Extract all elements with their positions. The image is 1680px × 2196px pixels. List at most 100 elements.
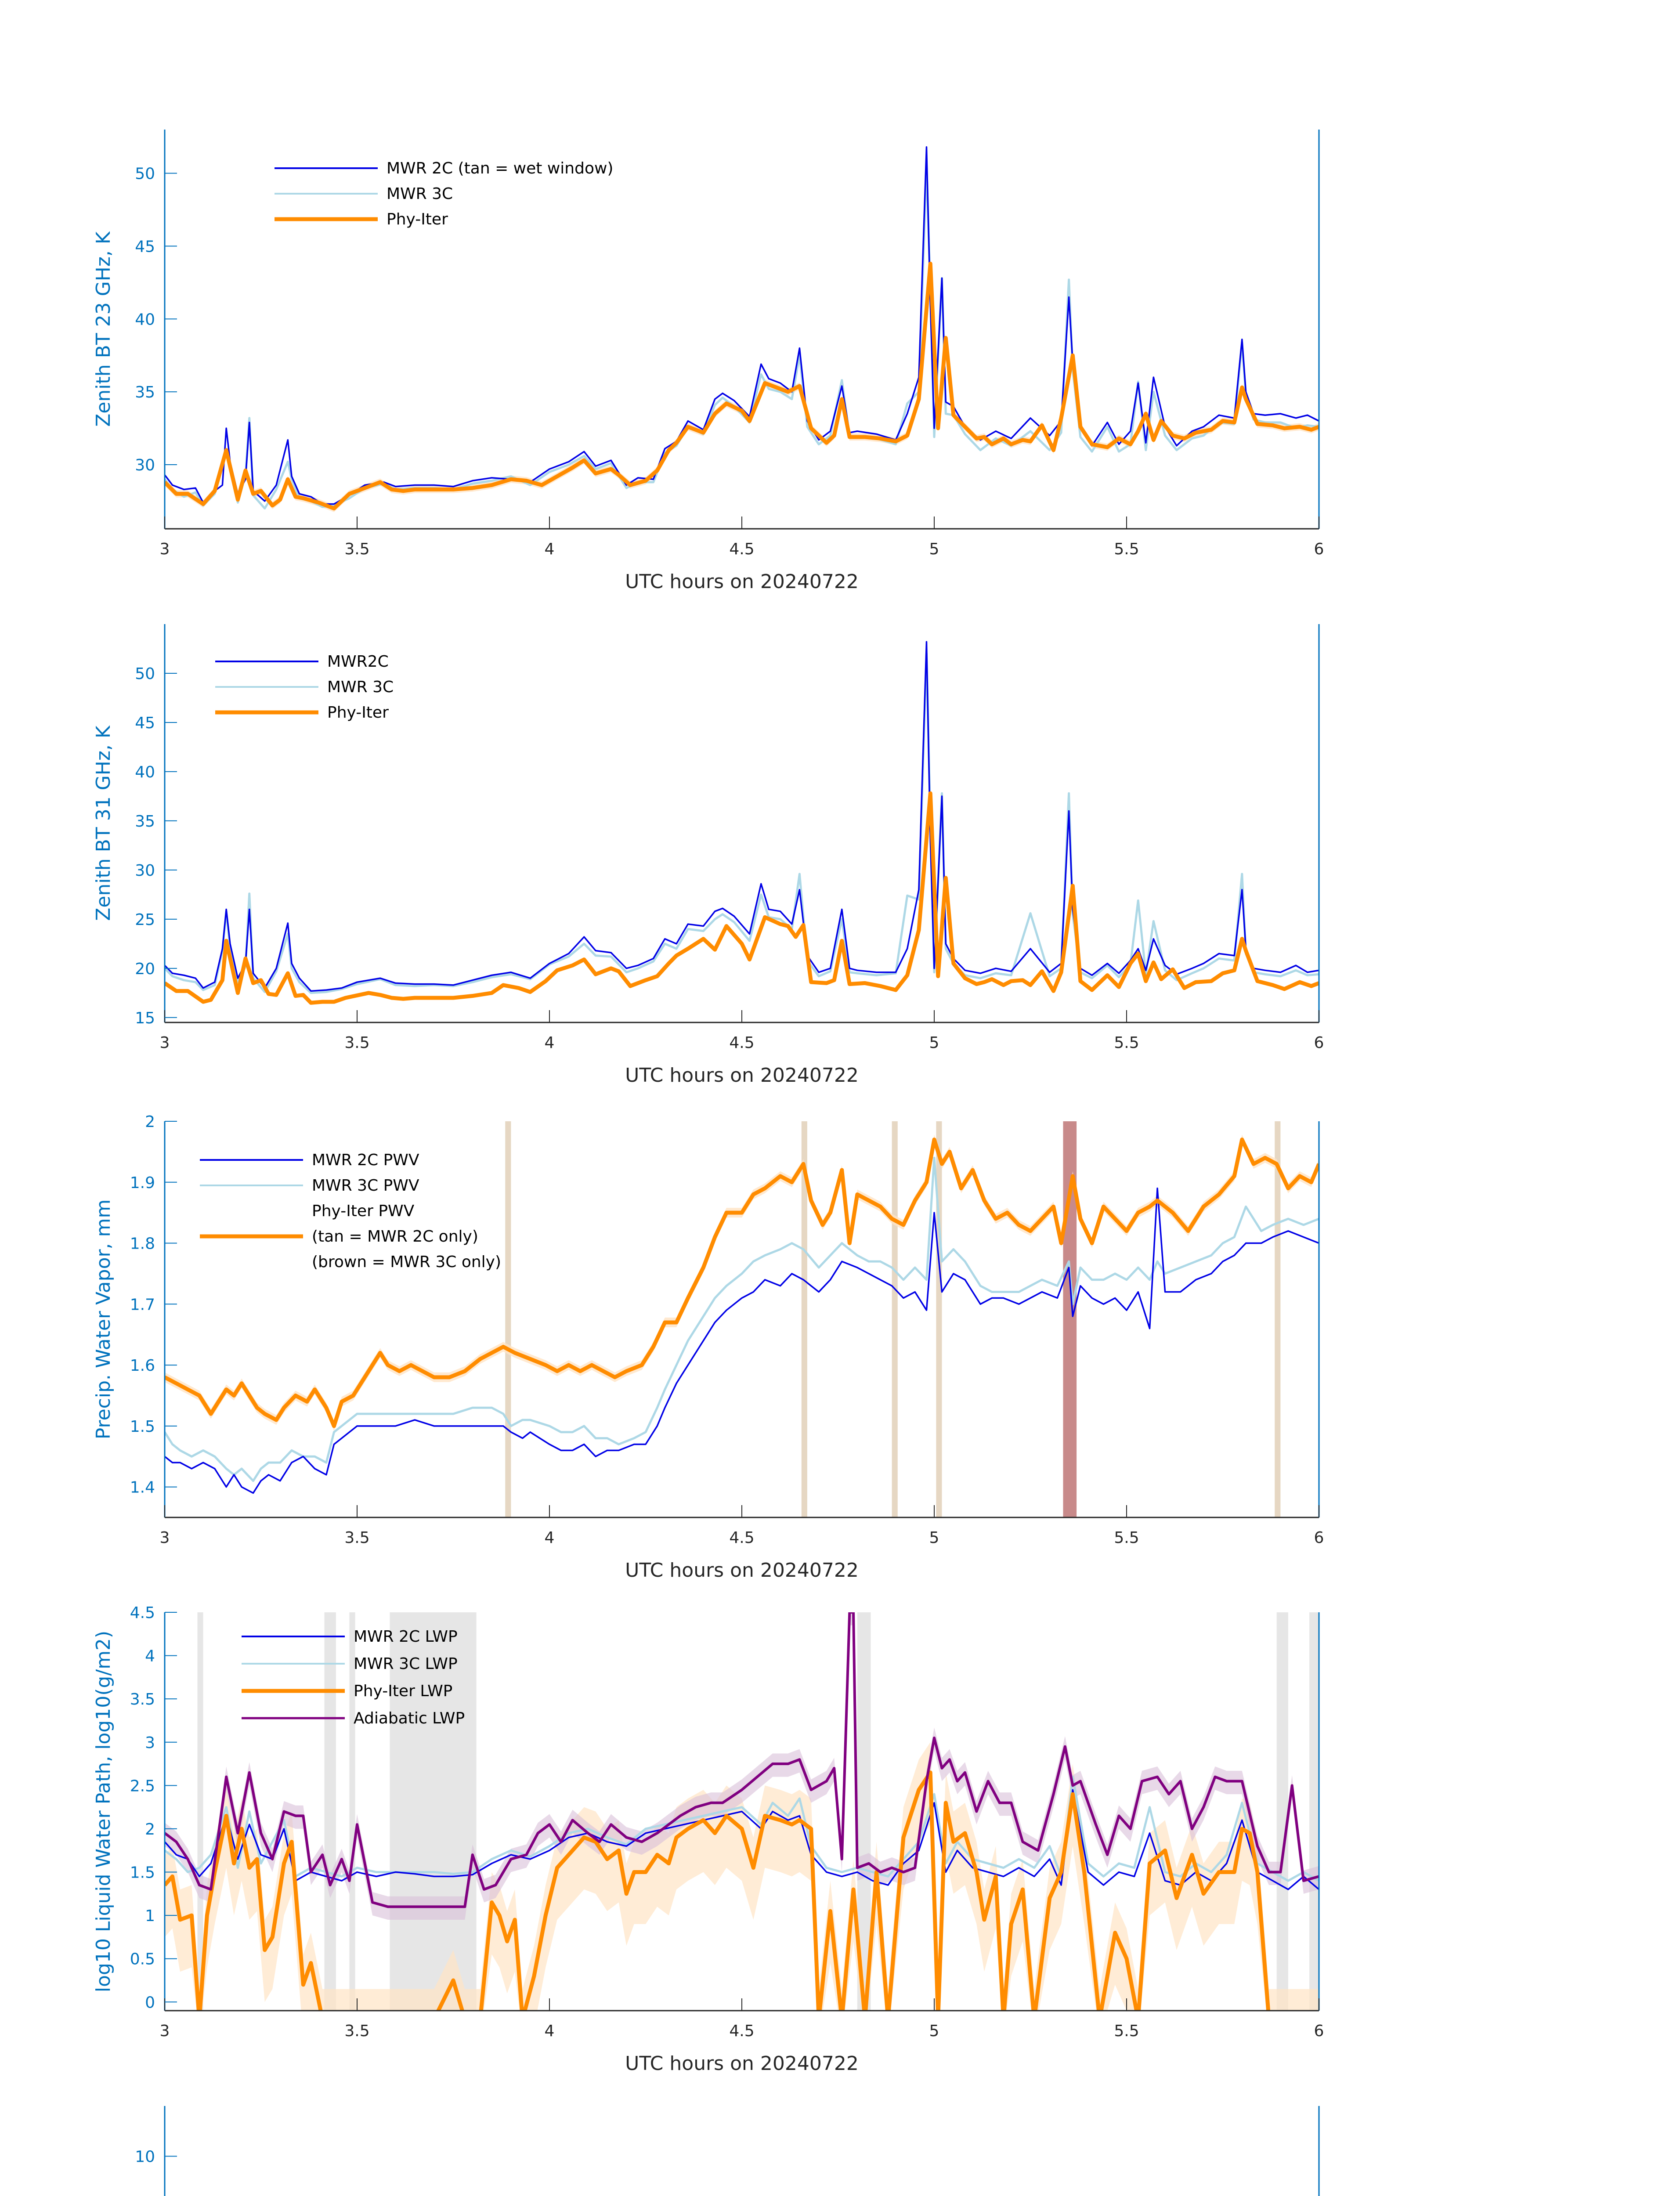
y-tick-label: 2.5: [130, 1777, 155, 1795]
legend: MWR 2C LWP MWR 3C LWP Phy-Iter LWP Adiabati…: [242, 1628, 465, 1727]
panel-lwp: 3 3.5 4 4.5 5 5.5 6 0 0.5 1 1.5 2 2.5 3 3.5 4 4.5 UTC hou…: [92, 1604, 1324, 2075]
x-axis-title: UTC hours on 20240722: [625, 571, 859, 593]
y-axis-title: Zenith BT 23 GHz, K: [92, 231, 115, 427]
y-tick-label: 1.6: [130, 1357, 155, 1375]
x-tick-label: 3.5: [344, 1034, 369, 1052]
y-tick-label: 35: [135, 813, 155, 831]
legend-label: Phy-Iter LWP: [354, 1682, 452, 1700]
y-tick-label: 50: [135, 165, 155, 183]
y-tick-label: 30: [135, 456, 155, 474]
shaded-region-gray: [324, 1612, 336, 2011]
shaded-region-gray: [349, 1612, 355, 2011]
uncertainty-band: [165, 1612, 1319, 1920]
x-tick-label: 4.5: [729, 2022, 754, 2040]
x-tick-label: 6: [1314, 1034, 1324, 1052]
y-tick-label: 3: [145, 1734, 155, 1752]
legend-label: MWR 3C LWP: [354, 1655, 458, 1673]
y-tick-label: 45: [135, 238, 155, 256]
uncertainty-band: [165, 260, 1319, 512]
y-tick-label: 35: [135, 383, 155, 401]
x-tick-label: 4.5: [729, 540, 754, 558]
x-tick-label: 5.5: [1114, 1529, 1139, 1547]
x-tick-label: 3: [160, 1034, 170, 1052]
y-tick-label: 4.5: [130, 1604, 155, 1622]
y-tick-label: 1.7: [130, 1296, 155, 1314]
series-line-phy_iter: [165, 791, 1319, 1005]
plot-area: [165, 641, 1319, 1005]
x-tick-label: 4: [545, 1529, 555, 1547]
y-tick-label: 3.5: [130, 1690, 155, 1708]
legend-label: MWR 2C (tan = wet window): [387, 159, 613, 177]
legend-label: Phy-Iter PWV: [312, 1202, 415, 1220]
legend-label: (brown = MWR 3C only): [312, 1253, 501, 1271]
x-tick-label: 5.5: [1114, 540, 1139, 558]
panel-pwv: 3 3.5 4 4.5 5 5.5 6 1.4 1.5 1.6 1.7 1.8 1.9 2 UTC hour…: [92, 1113, 1324, 1582]
y-tick-label: 4: [145, 1647, 155, 1665]
series-line-phy_iter: [165, 1138, 1319, 1428]
legend-label: Phy-Iter: [327, 704, 389, 722]
x-axis-title: UTC hours on 20240722: [625, 2052, 859, 2075]
x-tick-label: 4: [545, 2022, 555, 2040]
y-tick-label: 10: [135, 2148, 155, 2166]
series-line-mwr2c: [165, 1187, 1319, 1494]
y-tick-label: 0.5: [130, 1950, 155, 1968]
series-line-phy_iter: [165, 261, 1319, 511]
y-tick-label: 1.9: [130, 1174, 155, 1192]
x-tick-label: 5: [929, 2022, 939, 2040]
panel-bt23: 3 3.5 4 4.5 5 5.5 6 30 35 40 45 50 UTC hours on 2024…: [92, 130, 1324, 593]
shaded-region-tan: [892, 1121, 898, 1517]
y-tick-label: 40: [135, 311, 155, 329]
panel-dq: 33.544.555.560246810UTC hours on 2024072…: [135, 2106, 1320, 2196]
legend-label: MWR 3C PWV: [312, 1177, 419, 1195]
y-tick-label: 1.5: [130, 1418, 155, 1436]
series-line-mwr3c: [165, 165, 1319, 510]
x-tick-label: 6: [1314, 1529, 1324, 1547]
series-line-adiabatic: [165, 1612, 1319, 1908]
series-line-mwr3c: [165, 652, 1319, 994]
x-tick-label: 5.5: [1114, 2022, 1139, 2040]
x-tick-label: 4: [545, 1034, 555, 1052]
legend: MWR2C MWR 3C Phy-Iter: [215, 653, 394, 722]
x-tick-label: 4.5: [729, 1529, 754, 1547]
shaded-region-gray: [1276, 1612, 1288, 2011]
uncertainty-band: [165, 1742, 1319, 2011]
shaded-region-gray: [1309, 1612, 1319, 2011]
legend-label: MWR 3C: [327, 678, 394, 696]
y-axis-title: Precip. Water Vapor, mm: [92, 1199, 115, 1440]
y-tick-label: 30: [135, 862, 155, 880]
legend-label: MWR2C: [327, 653, 389, 671]
y-tick-label: 0: [145, 1994, 155, 2012]
x-tick-label: 6: [1314, 2022, 1324, 2040]
y-tick-label: 50: [135, 665, 155, 683]
shaded-region-gray: [390, 1612, 477, 2011]
y-tick-label: 45: [135, 714, 155, 732]
series-line-mwr2c: [165, 1789, 1319, 1890]
legend: MWR 2C (tan = wet window) MWR 3C Phy-Iter: [275, 159, 613, 228]
plot-area: [165, 146, 1319, 512]
series-line-mwr2c: [165, 146, 1319, 505]
y-tick-label: 1: [145, 1907, 155, 1925]
y-tick-label: 25: [135, 911, 155, 929]
x-tick-label: 6: [1314, 540, 1324, 558]
series-line-mwr3c: [165, 1776, 1319, 1882]
x-tick-label: 3: [160, 1529, 170, 1547]
x-tick-label: 4.5: [729, 1034, 754, 1052]
x-tick-label: 4: [545, 540, 555, 558]
y-tick-label: 40: [135, 763, 155, 781]
x-tick-label: 5.5: [1114, 1034, 1139, 1052]
shaded-region-tan: [1275, 1121, 1281, 1517]
x-tick-label: 3.5: [344, 2022, 369, 2040]
x-tick-label: 5: [929, 1529, 939, 1547]
plot-area: [165, 1612, 1319, 2011]
panel-bt31: 3 3.5 4 4.5 5 5.5 6 15 20 25 30 35 40 45 50 UTC hours o…: [92, 624, 1324, 1087]
plot-area: [165, 1121, 1319, 1517]
legend: MWR 2C PWV MWR 3C PWV Phy-Iter PWV (tan = M…: [200, 1151, 501, 1271]
y-tick-label: 2: [145, 1113, 155, 1131]
shaded-region-gray: [197, 1612, 203, 2011]
y-tick-label: 2: [145, 1820, 155, 1838]
series-line-mwr3c: [165, 1156, 1319, 1482]
legend-label: MWR 3C: [387, 185, 453, 203]
series-line-phy_iter: [165, 1770, 1271, 2011]
series-line-mwr2c: [165, 641, 1319, 992]
